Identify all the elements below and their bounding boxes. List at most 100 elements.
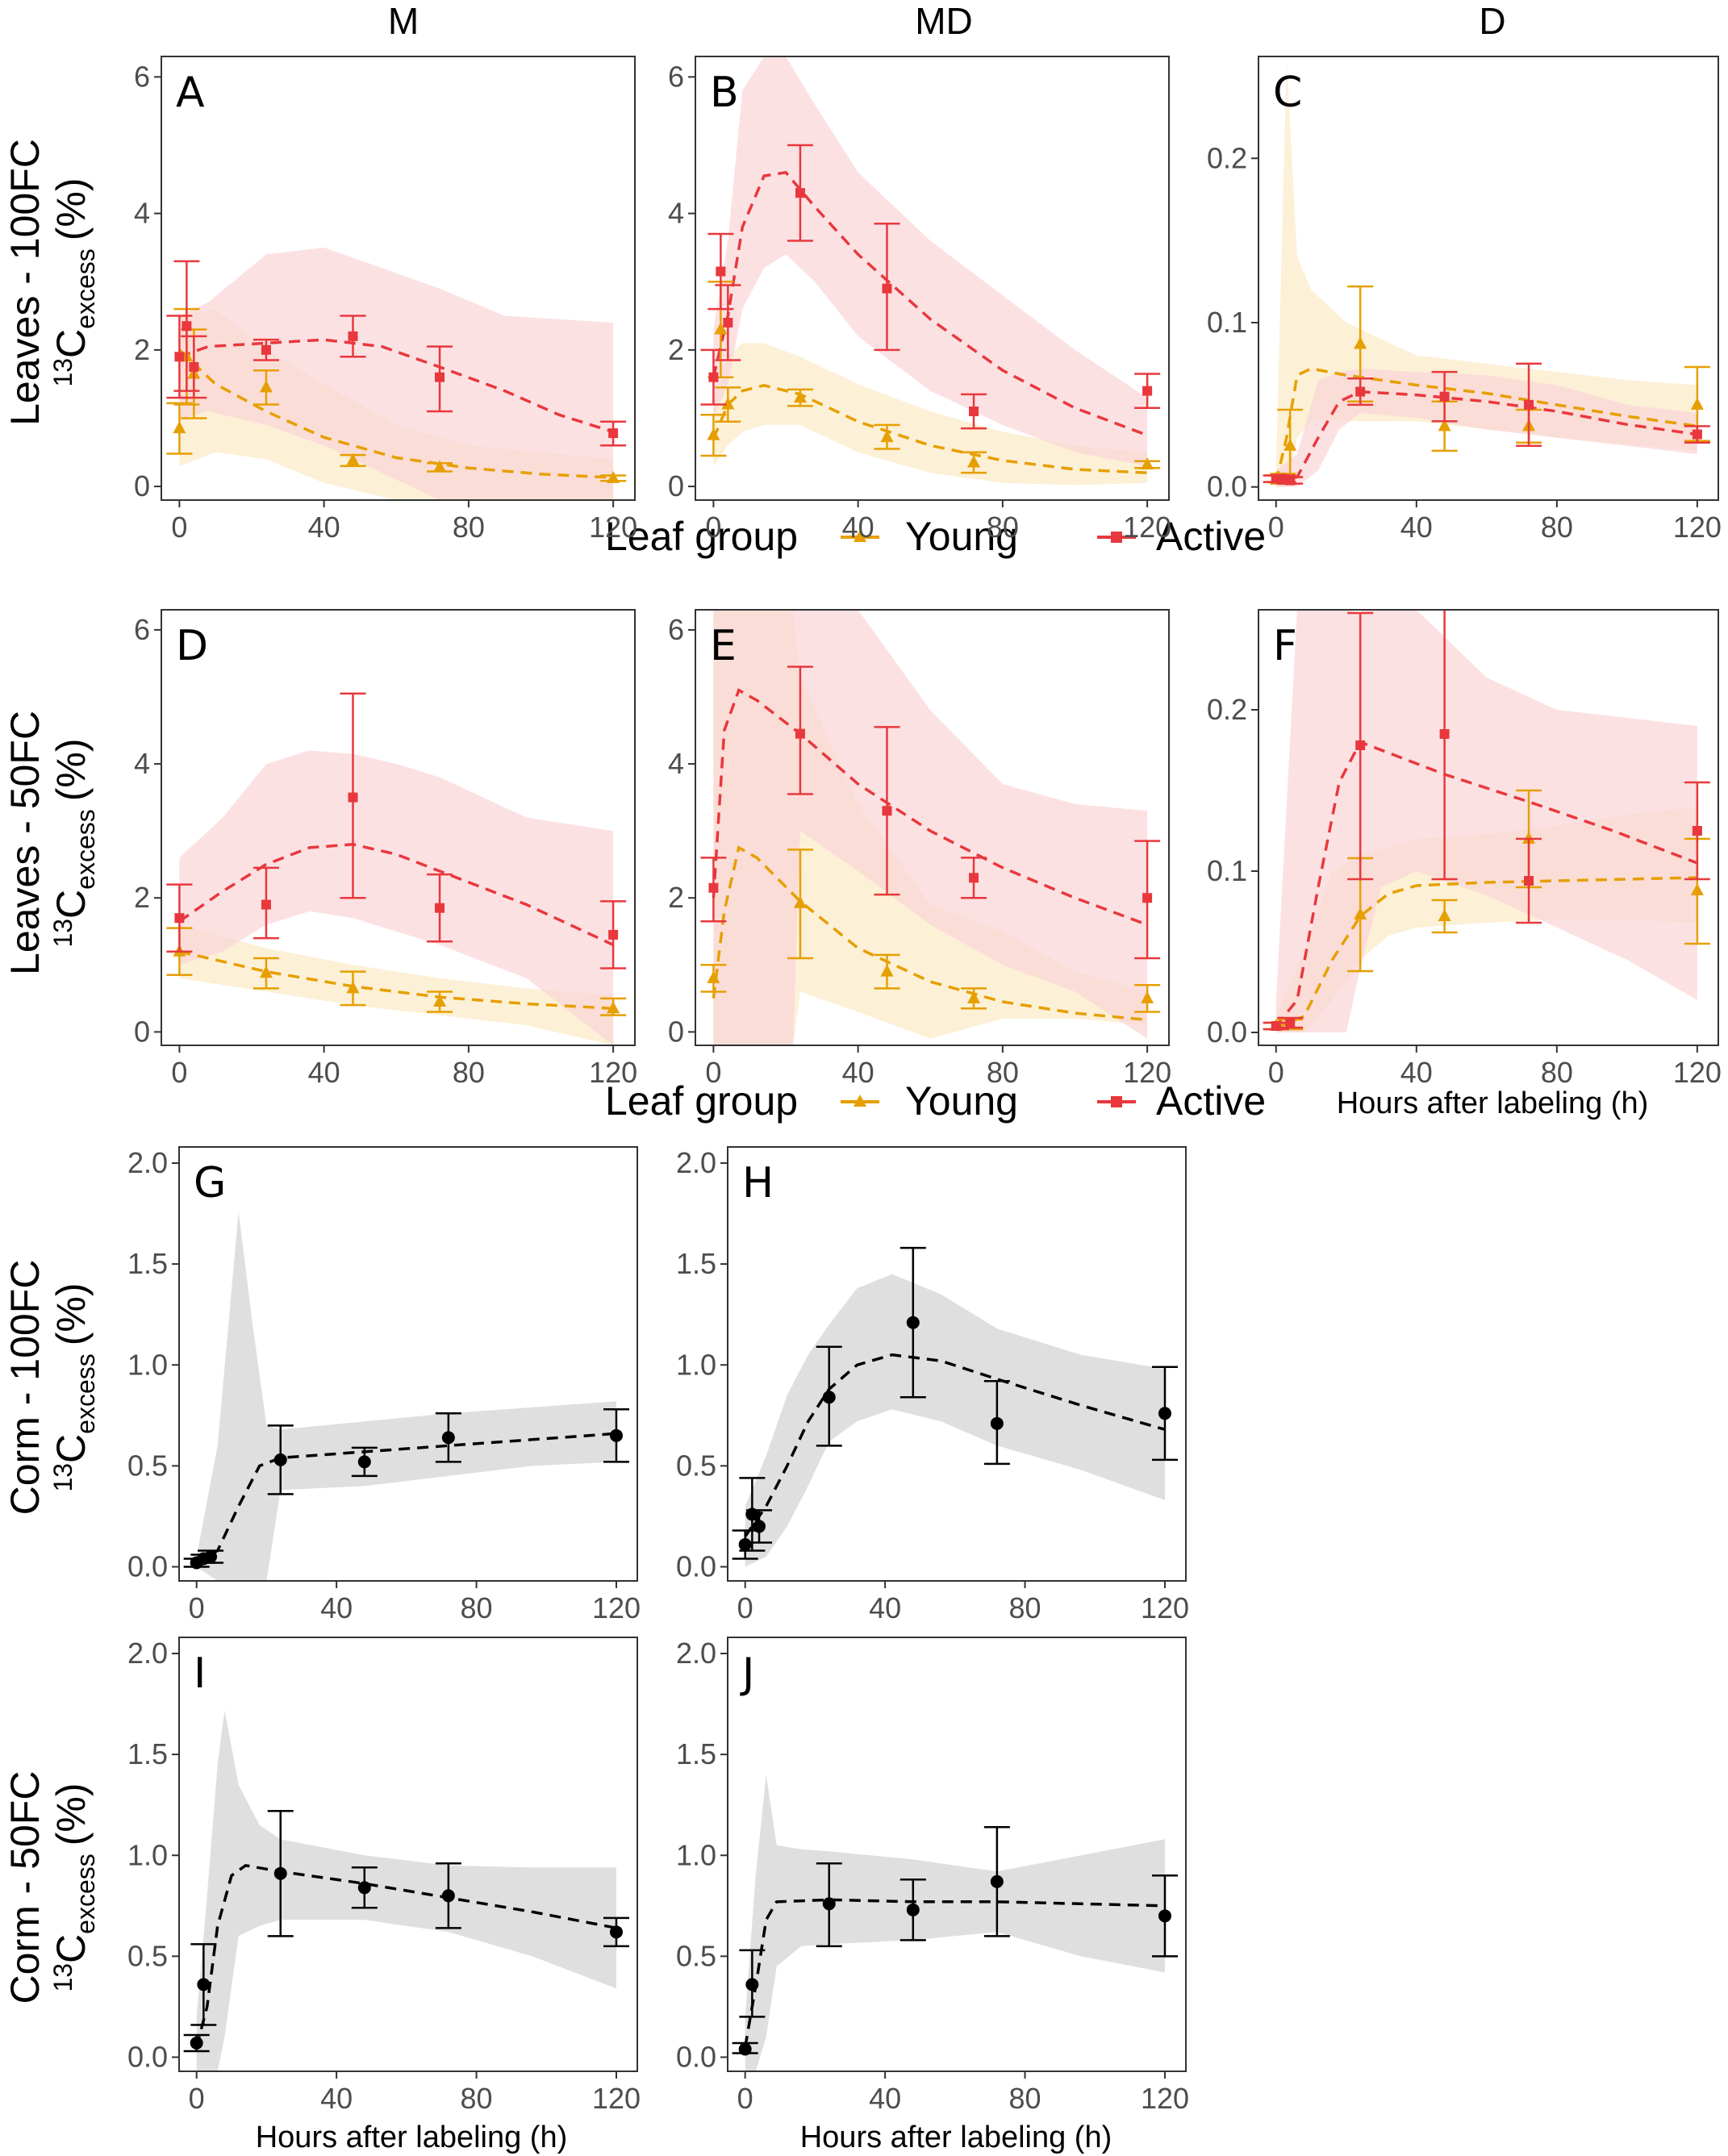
- plot-area: [183, 1211, 629, 1581]
- data-point-corm: [816, 1862, 842, 1948]
- ylabel-sup: 13: [48, 1463, 77, 1492]
- xtick-label: 40: [308, 511, 340, 544]
- data-point-active: [1431, 370, 1458, 423]
- data-point-active: [253, 866, 279, 940]
- data-point-corm: [1151, 1366, 1178, 1462]
- data-point-young: [715, 386, 741, 423]
- marker-circle: [609, 1925, 623, 1939]
- xtick-label: 120: [1123, 1056, 1171, 1089]
- data-point-young: [787, 849, 813, 960]
- xtick-label: 40: [308, 1056, 340, 1089]
- ytick-label: 1.0: [676, 1838, 716, 1871]
- data-point-active: [1516, 362, 1542, 448]
- ytick-label: 0.0: [1207, 470, 1247, 503]
- ytick-label: 0.2: [1207, 141, 1247, 174]
- data-point-active: [1134, 373, 1161, 410]
- data-point-active: [340, 692, 366, 899]
- panel-frame: [695, 56, 1170, 501]
- row-label-leaves-100fc: Leaves - 100FC 13Cexcess (%): [2, 139, 100, 426]
- data-point-corm: [190, 1943, 217, 2026]
- confidence-band-corm: [745, 1774, 1165, 2071]
- marker-square: [723, 318, 733, 327]
- data-point-corm: [351, 1866, 378, 1909]
- ytick-label: 1.0: [676, 1348, 716, 1381]
- data-point-corm: [435, 1412, 461, 1463]
- marker-triangle: [1522, 832, 1536, 844]
- marker-triangle: [173, 421, 186, 434]
- panel-j: 0.0 0.5 1.0 1.5 2.0 0 40 80 120 J: [676, 1637, 1189, 2115]
- ylabel-main: C: [48, 890, 94, 919]
- xtick-label: 40: [842, 1056, 874, 1089]
- fitted-line-corm: [195, 1863, 617, 2048]
- data-point-young: [1134, 457, 1161, 469]
- data-point-active: [1431, 610, 1458, 881]
- ytick-label: 0: [668, 469, 684, 503]
- ytick-label: 2.0: [676, 1146, 716, 1179]
- legend-young-label: Young: [905, 514, 1018, 559]
- fitted-line-active: [712, 688, 1148, 927]
- legend-row-2: Leaf group Young Active: [605, 1078, 1266, 1124]
- ytick-label: 0.0: [676, 2040, 716, 2073]
- data-point-corm: [983, 1380, 1010, 1466]
- plot-area: [183, 1710, 629, 2071]
- marker-circle: [441, 1889, 455, 1903]
- row-label-leaves-50fc: Leaves - 50FC 13Cexcess (%): [2, 711, 100, 975]
- marker-square: [348, 331, 358, 341]
- marker-circle: [738, 1537, 752, 1551]
- xtick-label: 80: [1541, 1056, 1573, 1089]
- confidence-band-corm: [196, 1211, 616, 1581]
- marker-triangle: [433, 995, 447, 1007]
- ylabel-main: C: [48, 1434, 94, 1463]
- data-point-corm: [739, 1949, 766, 2018]
- legend-young-marker: [854, 530, 866, 542]
- panel-d: 0 2 4 6 0 40 80 120 D: [134, 609, 637, 1089]
- xtick-label: 40: [1400, 511, 1433, 544]
- marker-triangle: [707, 970, 720, 983]
- marker-square: [1142, 893, 1153, 903]
- marker-square: [348, 792, 358, 803]
- data-point-active: [427, 873, 453, 943]
- ylabel-units: (%): [48, 738, 94, 801]
- panel-e: 0 2 4 6 0 40 80 120 E: [668, 609, 1171, 1089]
- data-point-corm: [899, 1879, 926, 1941]
- marker-triangle: [1438, 909, 1451, 921]
- ytick-label: 6: [134, 613, 150, 646]
- ylabel-sub: excess: [71, 1854, 100, 1934]
- marker-circle: [753, 1520, 766, 1533]
- panel-frame: [727, 1146, 1187, 1582]
- panel-letter: A: [176, 69, 205, 117]
- data-point-active: [961, 393, 987, 430]
- ylabel-main: C: [48, 1934, 94, 1963]
- data-point-young: [600, 997, 627, 1016]
- row-group-label: Leaves - 100FC: [2, 139, 48, 426]
- xtick-label: 0: [705, 1056, 721, 1089]
- marker-square: [1439, 729, 1450, 739]
- marker-square: [795, 728, 805, 739]
- marker-triangle: [967, 990, 981, 1003]
- marker-triangle: [967, 455, 981, 468]
- xtick-label: 80: [461, 1591, 493, 1624]
- ytick-label: 6: [668, 60, 684, 93]
- ylabel-sup: 13: [48, 358, 77, 387]
- marker-square: [1285, 475, 1296, 486]
- xtick-label: 80: [453, 511, 485, 544]
- plot-area: [732, 1774, 1178, 2071]
- data-point-young: [166, 402, 193, 455]
- xtick-label: 0: [737, 2082, 753, 2115]
- data-point-corm: [983, 1825, 1010, 1937]
- marker-square: [1524, 876, 1534, 886]
- data-point-corm: [603, 1408, 629, 1463]
- ytick-label: 2: [134, 333, 150, 366]
- data-point-corm: [183, 2033, 210, 2053]
- panel-letter: C: [1273, 69, 1302, 117]
- marker-circle: [204, 1549, 218, 1563]
- ylabel-units: (%): [48, 1282, 94, 1345]
- legend-active-label: Active: [1156, 1078, 1266, 1124]
- xtick-label: 0: [705, 511, 721, 544]
- panel-letter: D: [176, 622, 208, 670]
- panel-letter: G: [194, 1159, 226, 1207]
- xtick-label: 0: [189, 2082, 205, 2115]
- marker-triangle: [433, 460, 447, 473]
- xtick-label: 120: [1673, 1056, 1722, 1089]
- legend-active-marker: [1111, 532, 1122, 543]
